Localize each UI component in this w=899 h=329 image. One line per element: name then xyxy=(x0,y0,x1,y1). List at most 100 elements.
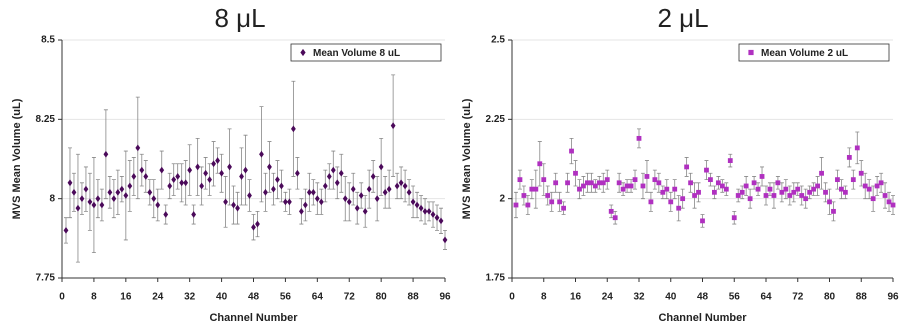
point xyxy=(111,195,117,203)
chart-title: 2 μL xyxy=(657,3,708,33)
x-tick-label: 96 xyxy=(887,292,899,303)
point xyxy=(103,150,109,158)
point xyxy=(604,177,610,183)
point xyxy=(600,180,606,186)
point xyxy=(358,192,364,199)
point xyxy=(79,195,85,203)
point xyxy=(418,204,424,212)
point xyxy=(644,174,650,179)
point xyxy=(167,182,173,190)
point xyxy=(338,169,344,177)
point xyxy=(231,201,236,209)
point xyxy=(791,189,797,195)
point xyxy=(688,180,693,186)
point xyxy=(187,166,193,174)
point xyxy=(842,189,848,195)
point xyxy=(704,167,709,173)
point xyxy=(680,196,686,202)
point xyxy=(406,188,412,196)
x-tick-label: 72 xyxy=(792,292,804,303)
x-tick-label: 40 xyxy=(665,292,677,303)
point xyxy=(723,186,729,192)
x-tick-label: 88 xyxy=(408,292,420,303)
point xyxy=(255,220,260,228)
point xyxy=(616,180,622,186)
y-tick-label: 2 xyxy=(499,193,505,204)
y-axis-label: MVS Mean Volume (uL) xyxy=(461,98,473,219)
plot-area xyxy=(62,40,445,278)
point xyxy=(823,189,828,195)
point xyxy=(533,186,539,192)
point xyxy=(529,186,535,192)
point xyxy=(648,199,654,205)
point xyxy=(739,189,745,195)
point xyxy=(390,122,396,130)
point xyxy=(119,185,125,193)
point xyxy=(870,196,876,202)
point xyxy=(207,176,213,184)
legend-label: Mean Volume 2 uL xyxy=(761,48,848,59)
point xyxy=(525,202,531,208)
point xyxy=(155,201,161,209)
point xyxy=(783,186,789,192)
point xyxy=(751,180,757,186)
point xyxy=(743,183,749,189)
point xyxy=(263,188,268,196)
point xyxy=(247,192,252,199)
point xyxy=(660,189,666,195)
point xyxy=(346,198,352,206)
point xyxy=(131,173,137,180)
point xyxy=(755,186,761,192)
point xyxy=(664,186,670,192)
point xyxy=(91,201,97,209)
point xyxy=(771,193,777,198)
point xyxy=(624,183,630,189)
point xyxy=(656,180,662,186)
point xyxy=(199,182,205,190)
point xyxy=(211,160,217,168)
point xyxy=(287,198,292,206)
point xyxy=(517,177,523,183)
point xyxy=(434,214,440,222)
point xyxy=(569,148,574,154)
point xyxy=(640,183,646,189)
point xyxy=(191,211,197,218)
point xyxy=(581,183,586,189)
point xyxy=(414,201,420,209)
point xyxy=(874,183,880,189)
point xyxy=(652,177,658,183)
y-tick-label: 2.25 xyxy=(486,114,506,125)
point xyxy=(588,180,594,186)
point xyxy=(886,199,892,205)
point xyxy=(545,193,551,198)
point xyxy=(839,186,844,192)
point xyxy=(143,173,149,180)
point xyxy=(354,204,360,212)
point xyxy=(731,215,737,221)
point xyxy=(107,188,113,196)
point xyxy=(382,188,388,196)
point xyxy=(854,145,860,151)
point xyxy=(632,177,638,183)
point xyxy=(322,182,328,190)
point xyxy=(708,177,713,183)
point xyxy=(668,199,674,205)
point xyxy=(430,211,436,218)
legend-marker xyxy=(300,48,306,57)
point xyxy=(672,186,678,192)
point xyxy=(99,201,105,209)
point xyxy=(378,163,384,171)
legend-box xyxy=(290,43,442,62)
x-tick-label: 40 xyxy=(216,292,228,303)
y-axis-label: MVS Mean Volume (uL) xyxy=(11,98,23,219)
point xyxy=(763,193,769,198)
x-tick-label: 88 xyxy=(856,292,868,303)
x-tick-label: 80 xyxy=(824,292,836,303)
point xyxy=(803,196,809,202)
point xyxy=(171,176,177,184)
point xyxy=(676,205,682,211)
point xyxy=(719,183,725,189)
x-tick-label: 24 xyxy=(152,292,164,303)
point xyxy=(279,182,284,190)
